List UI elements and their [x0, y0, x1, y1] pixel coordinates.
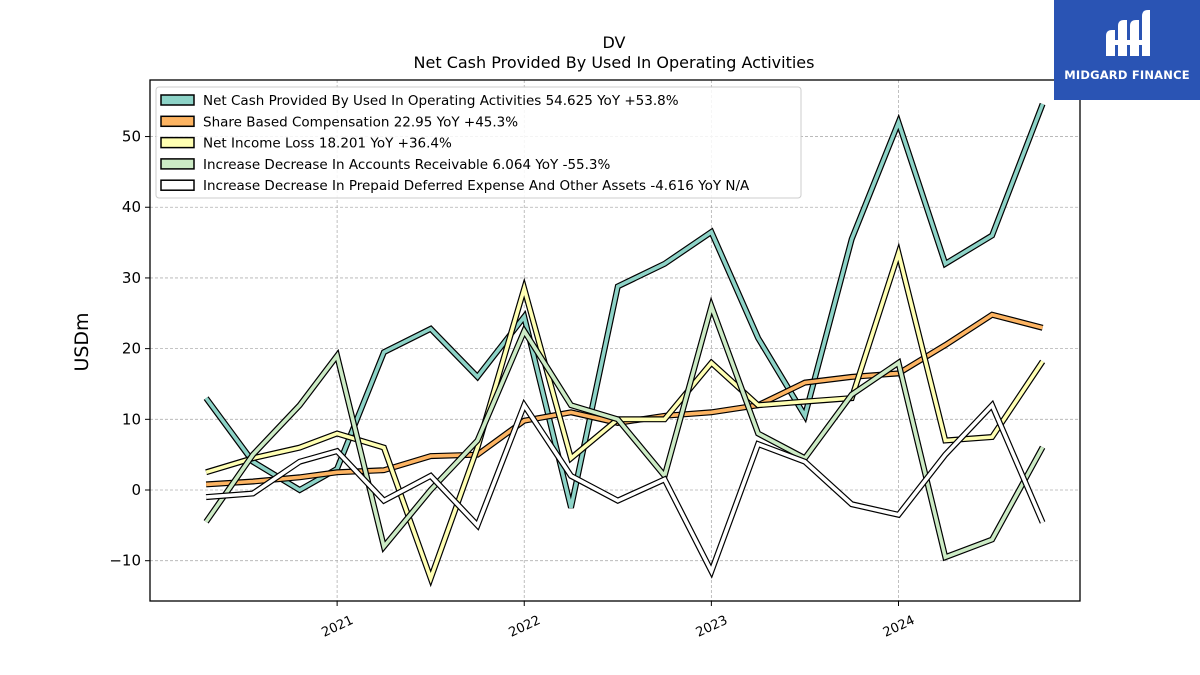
chart-subtitle: Net Cash Provided By Used In Operating A…: [414, 53, 815, 72]
y-tick-label: 0: [131, 481, 141, 499]
legend-label: Share Based Compensation 22.95 YoY +45.3…: [203, 114, 518, 130]
series-outline: [205, 242, 1046, 588]
series-line: [203, 296, 1046, 562]
chart-title: DV: [603, 33, 626, 52]
legend: Net Cash Provided By Used In Operating A…: [155, 86, 802, 199]
series-line: [203, 102, 1046, 509]
legend-label: Increase Decrease In Accounts Receivable…: [203, 157, 611, 173]
series-outline: [203, 296, 1046, 562]
brand-name: MIDGARD FINANCE: [1064, 68, 1190, 82]
series-outline: [205, 311, 1044, 488]
legend-box: [155, 86, 802, 199]
series-path: [205, 312, 1044, 487]
legend-swatch: [160, 94, 195, 106]
series-line: [205, 398, 1046, 579]
y-tick-label: 50: [122, 128, 141, 146]
legend-label: Net Income Loss 18.201 YoY +36.4%: [203, 136, 452, 152]
series-path: [205, 246, 1045, 584]
y-tick-label: −10: [109, 552, 141, 570]
legend-swatch: [160, 136, 195, 149]
x-tick-label: 2022: [507, 613, 543, 641]
series-path: [205, 401, 1045, 576]
y-tick-label: 20: [122, 340, 141, 358]
series-line: [205, 242, 1046, 588]
series-line: [205, 311, 1044, 488]
brand-logo: MIDGARD FINANCE: [1054, 0, 1200, 100]
x-tick-label: 2024: [881, 613, 917, 641]
midgard-logo-icon: [1106, 10, 1150, 56]
legend-swatch: [160, 179, 195, 191]
y-tick-label: 30: [122, 269, 141, 287]
y-tick-label: 40: [122, 198, 141, 216]
legend-swatch: [160, 158, 195, 170]
series-layer: [203, 102, 1046, 588]
legend-swatch: [160, 115, 195, 128]
legend-label: Net Cash Provided By Used In Operating A…: [203, 93, 679, 109]
series-path: [204, 300, 1045, 560]
y-tick-label: 10: [122, 410, 141, 428]
x-tick-label: 2021: [319, 613, 355, 641]
legend-label: Increase Decrease In Prepaid Deferred Ex…: [203, 178, 750, 194]
plot-frame: [149, 79, 1081, 602]
series-path: [204, 103, 1045, 509]
x-tick-label: 2023: [694, 613, 730, 641]
y-axis-label: USDm: [71, 312, 93, 371]
